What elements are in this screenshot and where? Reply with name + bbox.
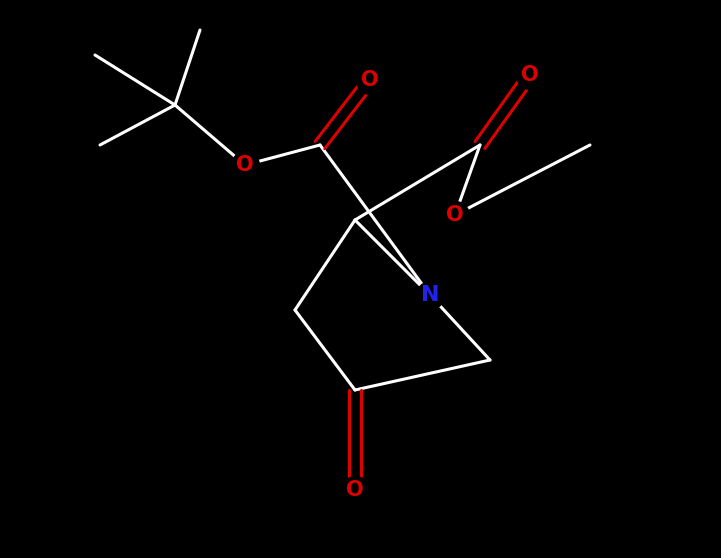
Text: O: O <box>446 205 464 225</box>
Text: O: O <box>346 480 364 500</box>
Text: O: O <box>521 65 539 85</box>
Text: N: N <box>421 285 439 305</box>
Text: O: O <box>361 70 379 90</box>
Text: O: O <box>236 155 254 175</box>
